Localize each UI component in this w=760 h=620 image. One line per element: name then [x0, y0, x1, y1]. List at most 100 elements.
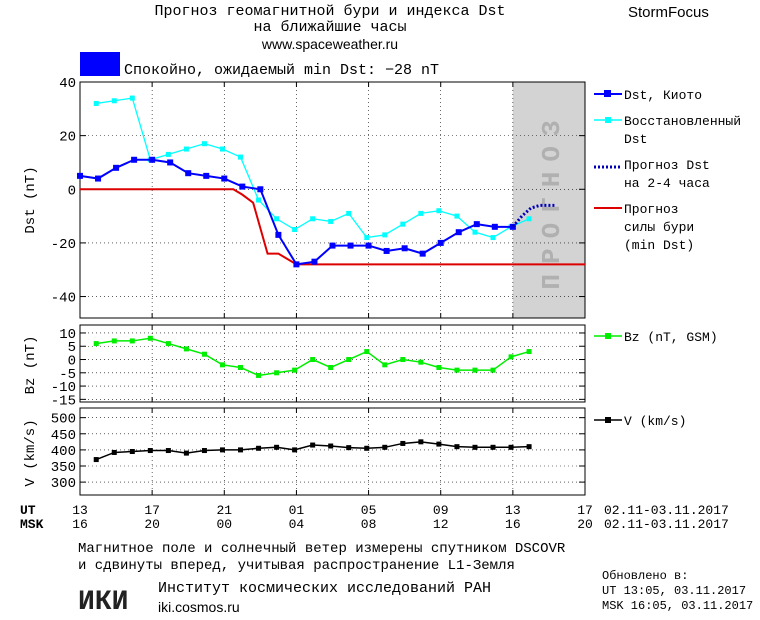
legend-bz: Bz (nT, GSM)	[624, 330, 718, 345]
msk-tick-label: 20	[577, 517, 593, 532]
restored-dst-point	[400, 221, 406, 227]
bz-point	[93, 341, 99, 347]
restored-dst-point	[382, 232, 388, 238]
v-point	[219, 447, 225, 453]
dst-kyoto-point	[149, 156, 156, 163]
v-y-tick-label: 300	[51, 476, 76, 492]
bz-point	[201, 351, 207, 357]
v-point	[183, 450, 189, 456]
dst-y-tick-label: -40	[51, 291, 76, 307]
dst-y-tick-label: 0	[68, 183, 76, 199]
bz-point	[274, 370, 280, 376]
v-point	[201, 448, 207, 454]
dst-kyoto-point	[131, 156, 138, 163]
dst-kyoto-point	[185, 170, 192, 177]
legend-forecast-dst-1: Прогноз Dst	[624, 158, 710, 173]
bz-point	[238, 364, 244, 370]
institute-url[interactable]: iki.cosmos.ru	[158, 599, 240, 615]
restored-dst-point	[256, 197, 262, 203]
v-point	[382, 444, 388, 450]
v-point	[400, 440, 406, 446]
bz-point	[526, 349, 532, 355]
restored-dst-point	[165, 151, 171, 157]
ut-tick-label: 17	[577, 503, 593, 518]
dst-kyoto-point	[221, 175, 228, 182]
bz-point	[418, 359, 424, 365]
v-point	[292, 447, 298, 453]
restored-dst-point	[310, 216, 316, 222]
bz-point	[346, 357, 352, 363]
title-line-2: на ближайшие часы	[253, 19, 407, 36]
msk-tick-label: 04	[289, 517, 305, 532]
restored-dst-point	[346, 210, 352, 216]
updated-block: Обновлено в: UT 13:05, 03.11.2017 MSK 16…	[602, 569, 753, 614]
bz-y-tick-label: -15	[51, 393, 76, 409]
dst-kyoto-point	[365, 242, 372, 249]
bz-line	[96, 337, 530, 377]
restored-dst-point	[201, 141, 207, 147]
restored-dst-point	[526, 216, 532, 222]
legend-restored-2: Dst	[624, 132, 647, 147]
dst-kyoto-point	[275, 231, 282, 238]
footer-line-1: Магнитное поле и солнечный ветер измерен…	[78, 541, 566, 557]
brand-name: StormFocus	[628, 4, 709, 21]
v-point	[274, 444, 280, 450]
v-point	[256, 445, 262, 451]
bz-y-tick-label: 10	[59, 327, 76, 343]
bz-y-tick-label: -5	[59, 367, 76, 383]
v-point	[418, 439, 424, 445]
footer-note: Магнитное поле и солнечный ветер измерен…	[78, 541, 565, 575]
storm-forecast-line	[80, 188, 585, 266]
dst-kyoto-point	[401, 245, 408, 252]
dst-y-tick-label: 40	[59, 76, 76, 92]
dst-kyoto-point	[491, 223, 498, 230]
v-point	[526, 444, 532, 450]
v-point	[328, 443, 334, 449]
restored-dst-point	[454, 213, 460, 219]
v-y-tick-label: 450	[51, 428, 76, 444]
legend-restored-1: Восстановленный	[624, 114, 741, 129]
dst-axis-label: Dst (nT)	[23, 166, 39, 233]
updated-msk: MSK 16:05, 03.11.2017	[602, 599, 754, 613]
v-y-tick-label: 400	[51, 444, 76, 460]
bz-point	[364, 349, 370, 355]
bz-point	[472, 367, 478, 373]
date-range-msk: 02.11-03.11.2017	[604, 517, 729, 532]
dst-y-tick-label: 20	[59, 130, 76, 146]
bz-point	[382, 362, 388, 368]
ut-tick-label: 09	[433, 503, 449, 518]
restored-dst-point	[274, 216, 280, 222]
dst-kyoto-point	[77, 172, 83, 179]
bz-point	[310, 357, 316, 363]
v-point	[238, 447, 244, 453]
dst-y-tick-label: -20	[51, 237, 76, 253]
bz-panel-frame	[79, 324, 586, 403]
forecast-dst-line	[511, 203, 557, 228]
dst-kyoto-point	[167, 159, 174, 166]
legend-dst-kyoto: Dst, Киото	[624, 88, 702, 103]
restored-dst-point	[292, 227, 298, 232]
msk-label: MSK	[20, 517, 44, 532]
restored-dst-point	[129, 95, 135, 101]
restored-dst-point	[238, 154, 244, 160]
restored-dst-point	[436, 208, 442, 214]
ut-tick-label: 01	[289, 503, 305, 518]
dst-chart: ПРОГНОЗ 40200-20-401050-5-10-15500450400…	[20, 76, 741, 532]
legend-storm-1: Прогноз	[624, 202, 679, 217]
forecast-band	[512, 82, 585, 318]
grid-lines	[80, 82, 585, 495]
dst-panel-frame	[79, 81, 586, 319]
site-url[interactable]: www.spaceweather.ru	[261, 36, 399, 52]
dst-kyoto-point	[293, 261, 300, 268]
updated-title: Обновлено в:	[602, 569, 689, 583]
bz-point	[292, 367, 298, 373]
v-panel-frame	[79, 407, 586, 496]
v-point	[364, 445, 370, 451]
ut-tick-label: 13	[505, 503, 521, 518]
v-point	[93, 457, 99, 463]
iki-logo: ИКИ	[78, 587, 128, 617]
v-point	[490, 444, 496, 450]
bz-y-tick-label: 0	[68, 354, 76, 370]
title-line-1: Прогноз геомагнитной бури и индекса Dst	[154, 3, 506, 20]
